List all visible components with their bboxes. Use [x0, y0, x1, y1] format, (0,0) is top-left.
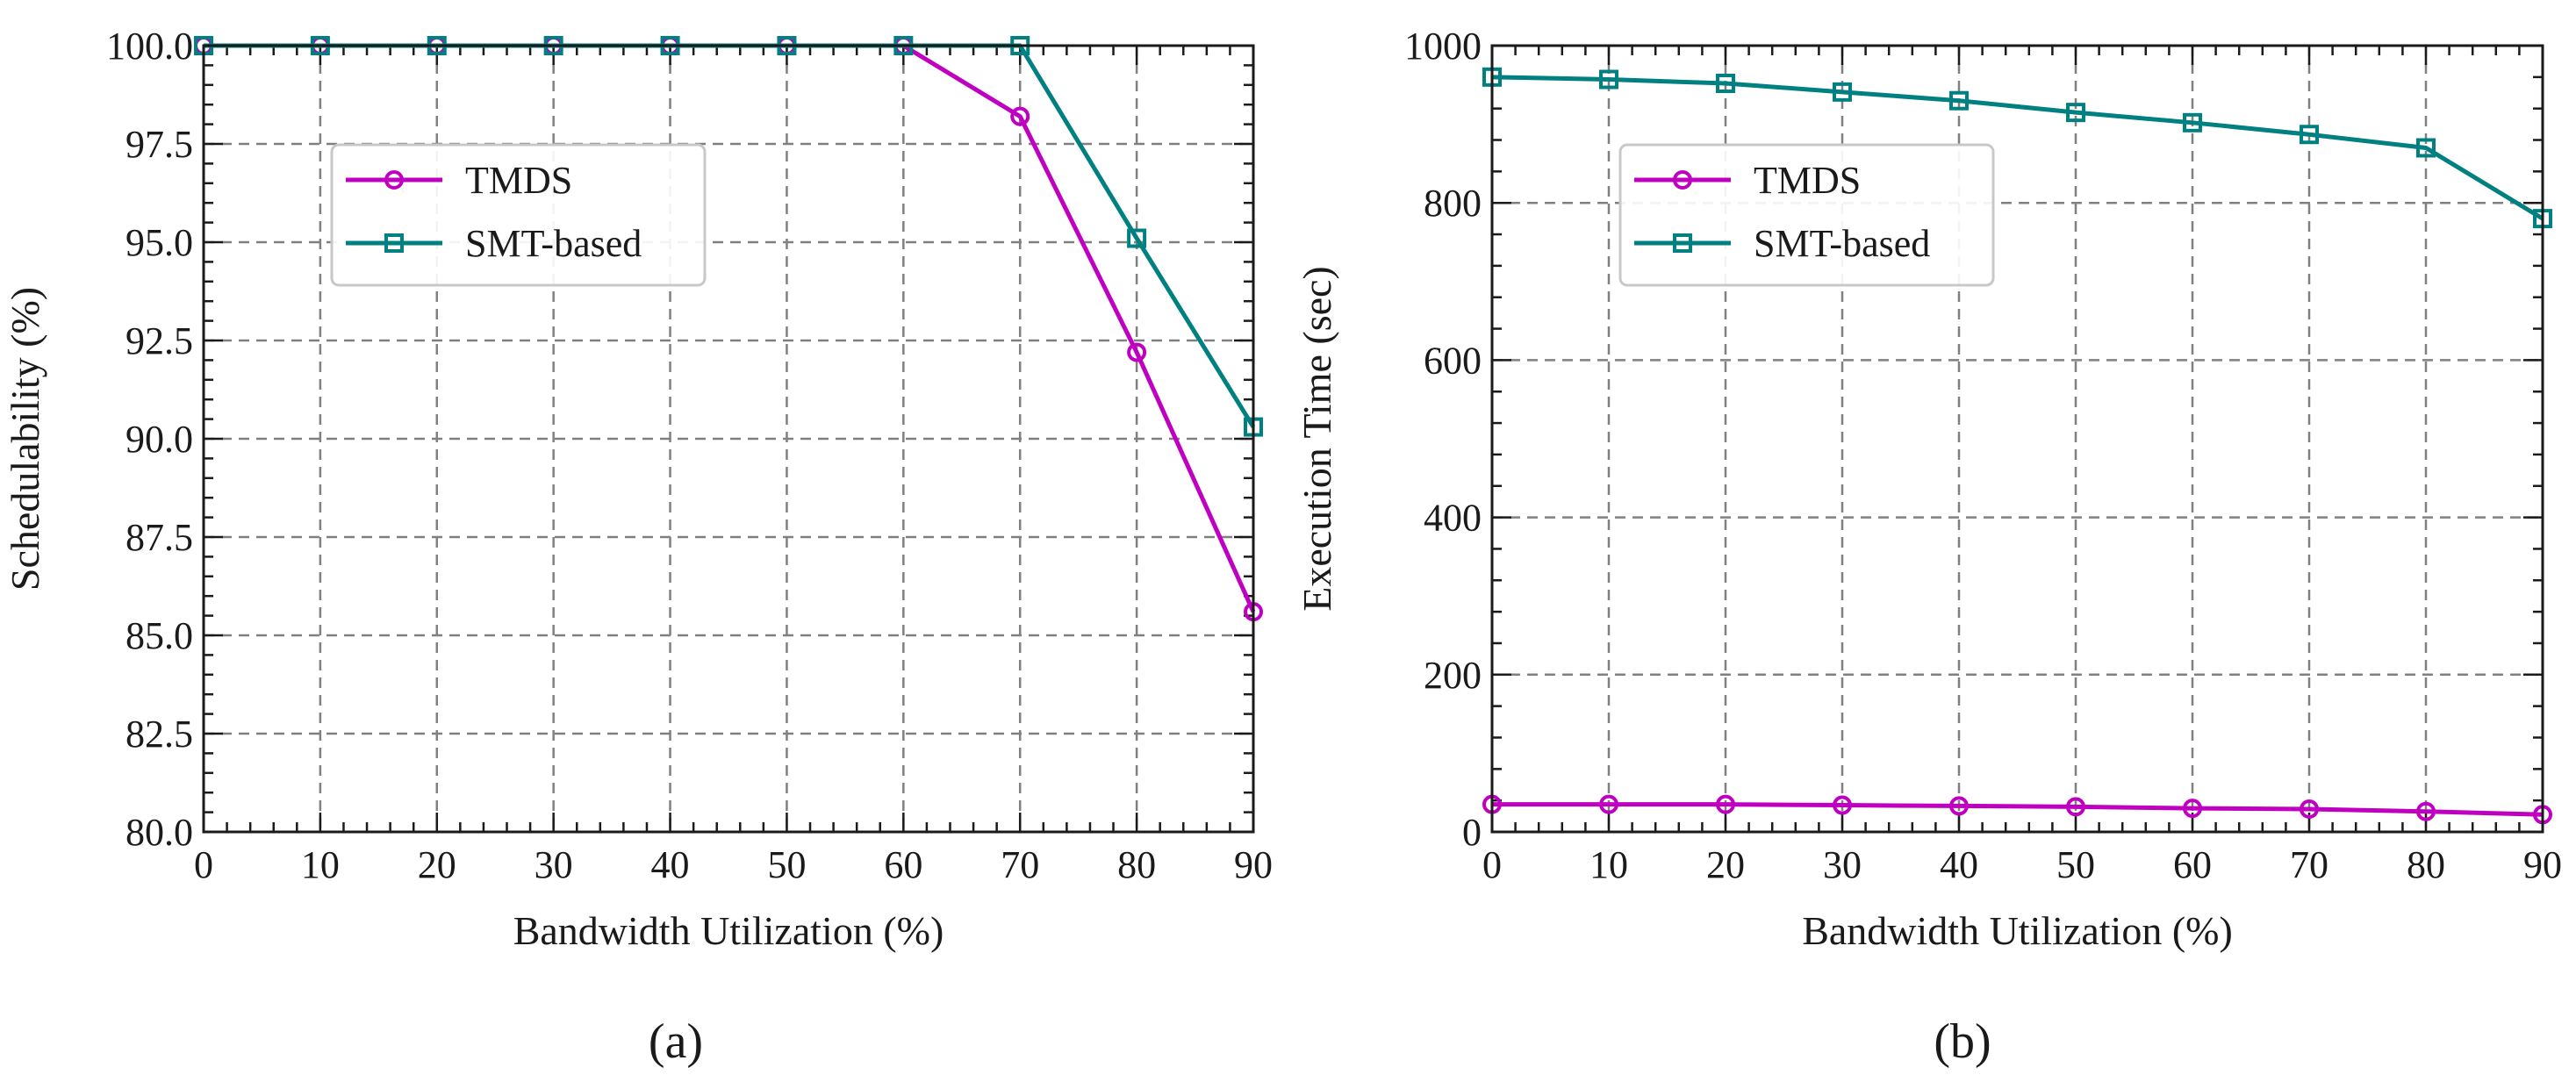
data-point-tmds [1949, 796, 1969, 816]
plot-frame [202, 44, 1255, 834]
data-point-smt-based [2066, 103, 2085, 123]
y-tick-label: 1000 [1404, 25, 1482, 68]
series-line-tmds [204, 43, 1256, 613]
legend-marker-circle [384, 170, 404, 190]
data-point-tmds [2183, 799, 2202, 819]
y-tick-label: 97.5 [126, 123, 193, 166]
x-tick-label: 10 [1589, 843, 1628, 886]
series-line-tmds [1492, 802, 2544, 817]
x-tick-label: 50 [2056, 843, 2095, 886]
plot-frame [1490, 44, 2544, 834]
y-tick-label: 400 [1424, 497, 1482, 540]
legend: TMDS SMT-based [330, 143, 707, 287]
y-tick-label: 100.0 [106, 25, 193, 68]
series-line-smt-based [1491, 75, 2544, 221]
data-point-tmds [1599, 794, 1618, 814]
y-tick-label: 800 [1424, 182, 1482, 225]
chart-panel-b: 0 10 20 30 40 50 60 70 80 90 0 200 400 600 800 1000 Band… [1295, 25, 2562, 1069]
data-point-smt-based [2183, 112, 2202, 133]
data-point-smt-based [2300, 125, 2319, 145]
data-point-tmds [1716, 794, 1735, 814]
legend-marker-square [384, 233, 404, 253]
plot-area [194, 36, 1263, 622]
chart-panel-a: 0 10 20 30 40 50 60 70 80 90 80.0 82.5 85.0 87.5 90.0 9… [3, 25, 1273, 1069]
data-point-smt-based [1599, 69, 1618, 90]
data-point-smt-based [1949, 90, 1969, 111]
legend-label-tmds: TMDS [465, 159, 572, 202]
x-tick-label: 40 [1940, 843, 1978, 886]
x-tick-label: 80 [1117, 843, 1156, 886]
x-tick-label: 60 [2173, 843, 2212, 886]
x-axis-label: Bandwidth Utilization (%) [1802, 908, 2233, 953]
data-point-smt-based [1127, 228, 1147, 248]
legend-marker-square [1673, 233, 1692, 253]
x-tick-label: 20 [418, 843, 456, 886]
data-point-smt-based [1716, 74, 1735, 94]
y-tick-label: 92.5 [126, 319, 193, 362]
x-tick-label: 0 [1482, 843, 1502, 886]
y-tick-label: 80.0 [126, 811, 193, 854]
data-point-tmds [1833, 795, 1852, 815]
data-point-tmds [2300, 799, 2319, 820]
data-point-tmds [2066, 797, 2085, 817]
x-tick-label: 90 [2523, 843, 2562, 886]
x-tick-label: 30 [535, 843, 573, 886]
data-point-tmds [1010, 106, 1030, 126]
y-tick-label: 95.0 [126, 221, 193, 264]
y-tick-label: 87.5 [126, 516, 193, 559]
x-tick-label: 70 [1001, 843, 1039, 886]
x-tick-label: 10 [301, 843, 340, 886]
y-axis-label: Schedulability (%) [3, 287, 47, 591]
panel-caption: (b) [1934, 1014, 1991, 1069]
x-tick-label: 50 [767, 843, 806, 886]
legend-label-smt-based: SMT-based [465, 222, 642, 265]
y-tick-label: 85.0 [126, 614, 193, 657]
x-tick-label: 90 [1234, 843, 1273, 886]
legend: TMDS SMT-based [1618, 143, 1995, 287]
y-tick-label: 0 [1462, 811, 1482, 854]
y-tick-label: 600 [1424, 339, 1482, 382]
data-point-smt-based [1833, 82, 1852, 102]
legend-label-smt-based: SMT-based [1754, 222, 1930, 265]
x-tick-label: 30 [1823, 843, 1862, 886]
legend-marker-circle [1673, 170, 1692, 190]
y-tick-label: 90.0 [126, 418, 193, 461]
x-tick-label: 40 [651, 843, 690, 886]
y-axis-label: Execution Time (sec) [1295, 266, 1339, 612]
x-tick-label: 0 [194, 843, 213, 886]
y-tick-label: 200 [1424, 654, 1482, 697]
data-point-tmds [2416, 801, 2436, 821]
x-tick-label: 20 [1706, 843, 1745, 886]
data-point-smt-based [2416, 138, 2436, 158]
x-tick-label: 80 [2407, 843, 2445, 886]
x-tick-label: 70 [2290, 843, 2328, 886]
data-point-tmds [1127, 342, 1147, 362]
panel-caption: (a) [649, 1014, 703, 1069]
x-tick-label: 60 [884, 843, 922, 886]
x-axis-label: Bandwidth Utilization (%) [513, 908, 944, 953]
y-tick-label: 82.5 [126, 713, 193, 756]
legend-label-tmds: TMDS [1754, 159, 1861, 202]
